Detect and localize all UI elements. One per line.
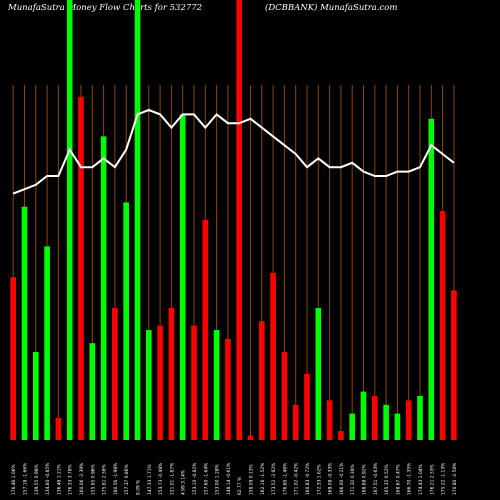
bar-20	[225, 338, 231, 440]
bar-19	[213, 330, 220, 440]
bar-18	[202, 220, 209, 440]
bar-11	[123, 202, 129, 440]
money-flow-line	[12, 108, 455, 195]
bar-29	[326, 400, 333, 440]
chart-title-left: MunafaSutra Money Flow Charts for 532772	[8, 3, 203, 13]
x-tick-label-33: 167.51 -0.63%	[373, 463, 379, 495]
x-tick-label-20: 148.14 -0.61%	[226, 463, 232, 495]
bar-17	[191, 325, 197, 440]
x-tick-label-38: 176.21 2.53%	[429, 464, 435, 495]
bar-2	[21, 206, 28, 440]
x-tick-label-15: 151.01 -1.87%	[169, 463, 175, 495]
bar-8	[89, 343, 96, 440]
x-tick-label-7: 160.06 -2.39%	[79, 463, 85, 495]
bar-6	[66, 0, 73, 440]
x-tick-label-17: 153.10 -0.82%	[192, 463, 198, 495]
x-tick-label-4: 134.80 -0.85%	[45, 463, 51, 495]
x-tick-label-34: 165.35 0.52%	[384, 464, 390, 495]
x-tick-label-32: 168.88 0.92%	[362, 464, 368, 495]
bar-31	[349, 413, 355, 440]
x-tick-label-29: 169.08 -0.33%	[328, 463, 334, 495]
bar-9	[100, 136, 107, 440]
money-flow-line-series	[12, 108, 455, 195]
x-tick-label-11: 157.37 0.86%	[124, 464, 130, 495]
x-tick-label-23: 162.16 -1.52%	[260, 463, 266, 495]
x-tick-label-36: 166.70 -1.35%	[407, 463, 413, 495]
bar-34	[383, 404, 389, 440]
x-tick-label-39: 175.22 -1.13%	[441, 463, 447, 495]
bar-38	[428, 118, 435, 441]
x-tick-label-14: 153.73 -0.48%	[158, 463, 164, 495]
chart-title-right: (DCBBANK) MunafaSutra.com	[265, 3, 398, 13]
x-tick-label-5: 136.48 1.21%	[56, 464, 62, 495]
x-tick-label-6: 176.33 3.78%	[68, 464, 74, 495]
bar-10	[112, 308, 118, 440]
bar-27	[304, 374, 310, 440]
bar-37	[417, 396, 423, 440]
x-tick-label-9: 175.81 2.56%	[102, 464, 108, 495]
bar-25	[281, 352, 288, 440]
bar-13	[146, 330, 152, 440]
x-tick-label-19: 153.00 1.28%	[215, 464, 221, 495]
bar-26	[292, 404, 299, 440]
bar-3	[33, 352, 39, 440]
bar-39	[439, 211, 446, 440]
x-tick-label-21: 62.77 %	[237, 477, 243, 495]
x-tick-label-16: 4.99 3.14%	[181, 470, 187, 495]
x-tick-label-35: 168.67 0.47%	[395, 464, 401, 495]
bar-7	[78, 96, 84, 441]
bar-4	[44, 246, 50, 440]
bar-22	[247, 435, 254, 440]
x-tick-label-24: 173.52 -2.82%	[271, 463, 277, 495]
x-tick-label-37: 174.43 1.04%	[418, 464, 424, 495]
x-tick-label-13: 147.33 1.71%	[147, 464, 153, 495]
x-tick-label-28: 172.33 1.62%	[316, 464, 322, 495]
bar-40	[451, 290, 457, 440]
bar-series	[10, 0, 457, 441]
bar-35	[394, 413, 401, 440]
x-tick-label-12: 8.09 %	[136, 480, 142, 495]
bar-14	[157, 325, 163, 440]
bar-36	[405, 400, 412, 440]
bar-15	[168, 308, 175, 440]
x-tick-label-30: 166.00 -0.21%	[339, 463, 345, 495]
x-tick-label-22: 158.09 0.13%	[249, 464, 255, 495]
x-tick-label-31: 171.32 0.38%	[350, 464, 356, 495]
x-tick-label-40: 170.80 -2.58%	[452, 463, 458, 495]
x-tick-label-10: 180.56 -1.98%	[113, 463, 119, 495]
x-tick-labels: 176.46 1.06% 157.18 -1.66% 139.55 0.98% 134…	[11, 463, 458, 495]
bar-24	[270, 272, 276, 440]
bar-1	[10, 277, 16, 440]
x-tick-label-3: 139.55 0.98%	[34, 464, 40, 495]
bar-12	[134, 0, 141, 440]
x-tick-label-26: 171.02 -0.42%	[294, 463, 300, 495]
bar-30	[338, 431, 344, 440]
bar-28	[315, 308, 322, 440]
bar-16	[179, 114, 186, 441]
bar-23	[259, 321, 265, 440]
bar-33	[372, 396, 378, 440]
x-tick-label-1: 176.46 1.06%	[11, 464, 17, 495]
x-tick-label-18: 157.60 -1.64%	[203, 463, 209, 495]
bar-5	[55, 418, 62, 440]
x-tick-label-25: 176.60 -1.46%	[282, 463, 288, 495]
x-tick-label-2: 157.18 -1.66%	[23, 463, 29, 495]
x-tick-label-27: 160.83 -0.72%	[305, 463, 311, 495]
x-tick-label-8: 155.85 0.96%	[90, 464, 96, 495]
bar-21	[236, 0, 242, 440]
bar-32	[360, 391, 367, 440]
